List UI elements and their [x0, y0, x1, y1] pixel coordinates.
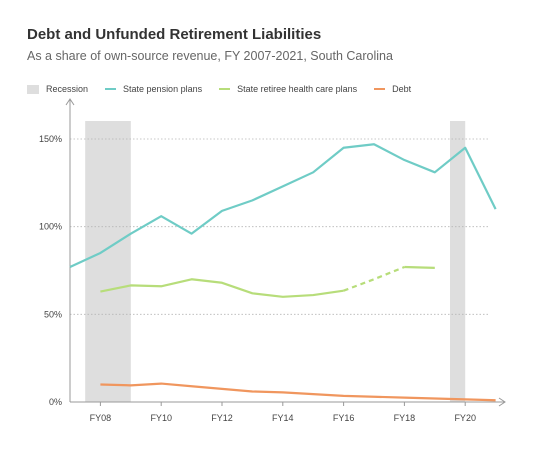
chart-title: Debt and Unfunded Retirement Liabilities: [27, 26, 322, 43]
legend: Recession State pension plans State reti…: [27, 82, 428, 96]
health-line-projected: [343, 265, 405, 292]
legend-item-recession: Recession: [27, 84, 88, 94]
x-tick-label: FY12: [211, 413, 233, 423]
legend-swatch-recession: [27, 84, 39, 94]
health-line: [404, 265, 435, 269]
legend-swatch-health: [219, 88, 231, 90]
legend-label-health: State retiree health care plans: [237, 84, 358, 94]
x-tick-label: FY16: [333, 413, 355, 423]
x-axis-arrow: [498, 397, 506, 407]
y-tick-label: 50%: [44, 309, 62, 319]
x-tick-label: FY18: [394, 413, 416, 423]
y-tick-label: 100%: [39, 222, 62, 232]
y-axis-arrow: [65, 98, 75, 106]
legend-item-pension: State pension plans: [105, 84, 202, 94]
chart-subtitle: As a share of own-source revenue, FY 200…: [27, 49, 393, 63]
legend-swatch-pension: [105, 88, 117, 90]
x-tick-label: FY10: [150, 413, 172, 423]
x-tick-label: FY20: [454, 413, 476, 423]
legend-label-pension: State pension plans: [123, 84, 203, 94]
legend-item-debt: Debt: [374, 84, 411, 94]
x-tick-label: FY14: [272, 413, 294, 423]
recession-band: [450, 121, 466, 402]
y-tick-label: 0%: [49, 397, 62, 407]
recession-band: [85, 121, 131, 402]
legend-label-debt: Debt: [392, 84, 412, 94]
x-tick-label: FY08: [90, 413, 112, 423]
legend-label-recession: Recession: [46, 84, 89, 94]
debt-line: [100, 382, 496, 402]
pension-line: [69, 143, 497, 268]
y-tick-label: 150%: [39, 134, 62, 144]
legend-swatch-debt: [374, 88, 386, 90]
legend-item-health: State retiree health care plans: [219, 84, 357, 94]
health-line: [100, 278, 344, 298]
